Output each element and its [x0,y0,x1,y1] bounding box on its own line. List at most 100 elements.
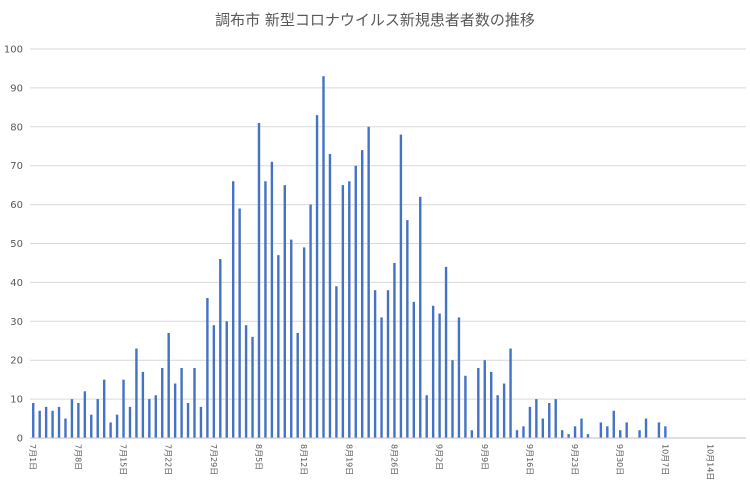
bar [277,255,280,438]
bar [515,430,519,438]
bar [270,161,274,438]
bar [244,325,248,438]
bar [419,196,422,438]
y-tick-label: 90 [10,83,23,94]
bar [51,410,54,438]
bar [348,181,351,438]
bar [302,247,306,438]
bar [115,414,119,438]
bar [580,418,583,438]
bar [161,367,164,438]
bar [257,122,261,438]
bar [502,383,506,438]
bar [535,399,538,438]
bar [180,367,183,438]
bar [315,115,319,438]
bar [509,348,512,438]
bar [167,332,170,438]
bar [444,266,448,438]
bar [367,126,370,439]
bar [477,367,480,438]
bar [128,406,132,438]
bar [412,301,415,438]
bar [541,418,545,438]
bar [399,134,403,438]
bar [457,317,461,438]
x-tick-label: 7月8日 [73,444,82,470]
bar [32,402,35,438]
bar [109,422,112,438]
bar [599,422,603,438]
bar [96,399,99,438]
bars [32,76,667,439]
bar [173,383,177,438]
bar [638,430,641,438]
x-tick-label: 10月14日 [706,444,715,480]
bar [528,406,532,438]
bar [212,325,216,438]
bar [141,371,145,438]
x-tick-label: 9月23日 [570,444,579,475]
bar [451,360,454,438]
bar [225,321,228,438]
bar [573,426,577,438]
bar [664,426,667,438]
y-tick-label: 60 [10,200,23,211]
bar [70,399,74,438]
bar [341,185,345,438]
bar [186,402,190,438]
bar [560,430,564,438]
bar [83,391,87,438]
bar [219,259,222,438]
x-tick-label: 7月1日 [28,444,37,470]
bar [438,313,441,438]
bar [322,76,325,438]
y-tick-label: 100 [4,45,23,56]
x-axis-ticks: 7月1日 7月8日 7月15日 7月22日 7月29日 8月5日 8月12日 8月19日 8月2… [28,444,714,480]
x-tick-label: 7月22日 [164,444,173,475]
x-tick-label: 7月29日 [209,444,218,475]
bar [64,418,67,438]
x-tick-label: 7月15日 [119,444,128,475]
y-tick-label: 70 [10,161,23,172]
y-tick-label: 80 [10,122,23,133]
bar [644,418,648,438]
bar [373,290,377,438]
bar [90,414,93,438]
bar [386,290,390,438]
bar [193,367,196,438]
bar [296,332,299,438]
bar [122,379,125,438]
y-tick-label: 0 [17,434,23,445]
bar [361,150,364,438]
bar [77,402,80,438]
bar [612,410,615,438]
bar [328,154,332,438]
bar [135,348,138,438]
x-tick-label: 9月16日 [525,444,534,475]
x-tick-label: 9月2日 [435,444,444,470]
bar [548,402,551,438]
bar [586,434,590,438]
bar [283,185,286,438]
bar [57,406,61,438]
bar [206,297,209,438]
bar [335,286,338,438]
x-tick-label: 8月19日 [344,444,353,475]
bar [238,208,241,438]
x-tick-label: 8月5日 [254,444,263,470]
x-tick-label: 8月26日 [389,444,398,475]
bar [431,305,435,438]
y-tick-label: 50 [10,239,23,250]
bar [102,379,106,438]
y-tick-label: 30 [10,317,23,328]
bar [522,426,525,438]
x-tick-label: 9月30日 [615,444,624,475]
x-tick-label: 10月7日 [660,444,669,475]
bar [554,399,557,438]
bar [354,165,357,438]
bar [483,360,486,438]
bar [309,204,312,438]
bar [470,430,474,438]
